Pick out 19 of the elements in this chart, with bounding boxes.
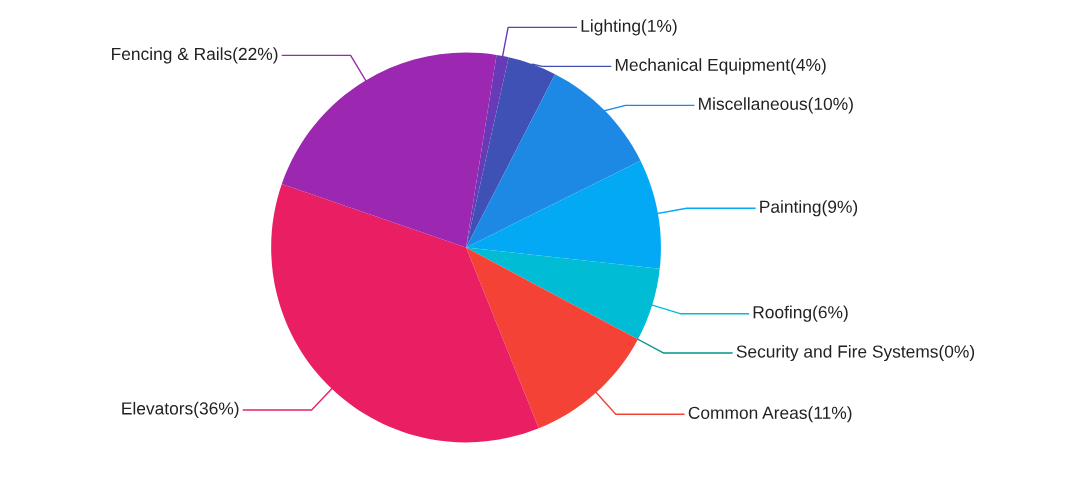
data-label: (36%) <box>194 401 239 419</box>
slice-label: Miscellaneous <box>699 97 807 110</box>
slice-label: Roofing <box>753 305 811 322</box>
data-label: (1%) <box>642 19 677 36</box>
pie-slice <box>281 52 497 248</box>
slice-label: Elevators <box>122 401 193 415</box>
slice-label: Common Areas <box>688 406 807 419</box>
data-label: (4%) <box>791 58 826 75</box>
slice-label: Lighting <box>581 19 640 36</box>
data-label: (22%) <box>233 47 278 64</box>
category-label: Security and Fire Systems <box>736 344 938 362</box>
text: (0%) <box>939 344 975 362</box>
slice-label: Fencing & Rails <box>112 47 232 64</box>
data-label: (9%) <box>822 200 858 217</box>
slice-label: Painting <box>760 200 821 217</box>
data-label: (11%) <box>808 406 852 423</box>
data-label: (10%) <box>808 97 853 114</box>
data-label: (6%) <box>813 305 848 322</box>
slice-label: Mechanical Equipment <box>615 58 790 75</box>
